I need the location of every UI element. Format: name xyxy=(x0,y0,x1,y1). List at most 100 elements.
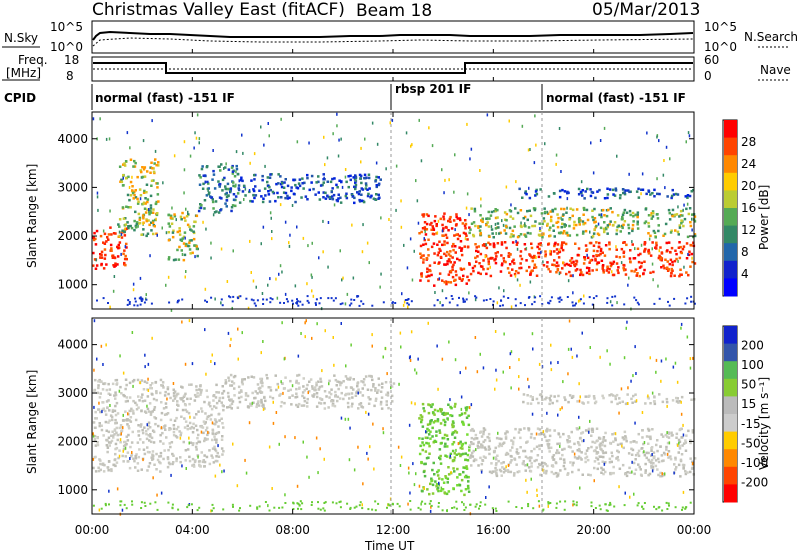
velocity-data-point xyxy=(610,472,613,475)
velocity-ground-point xyxy=(232,505,234,508)
velocity-data-point xyxy=(434,480,437,483)
velocity-noise-point xyxy=(536,494,538,497)
power-data-point xyxy=(663,266,666,270)
power-data-point xyxy=(552,229,555,232)
velocity-noise-point xyxy=(382,427,384,431)
power-ground-point xyxy=(318,302,321,305)
power-data-point xyxy=(322,191,325,194)
velocity-data-point xyxy=(94,470,98,473)
velocity-data-point xyxy=(329,392,333,396)
velocity-ground-point xyxy=(537,500,540,503)
velocity-data-point xyxy=(656,468,659,471)
power-data-point xyxy=(358,198,361,202)
velocity-data-point xyxy=(111,408,115,412)
power-data-point xyxy=(500,254,503,257)
velocity-data-point xyxy=(105,429,108,432)
power-data-point xyxy=(562,241,566,244)
power-data-point xyxy=(354,176,358,180)
velocity-data-point xyxy=(328,379,331,383)
power-data-point xyxy=(129,206,132,209)
velocity-data-point xyxy=(361,406,365,409)
velocity-noise-point xyxy=(562,380,564,384)
velocity-noise-point xyxy=(102,363,104,366)
power-data-point xyxy=(617,271,620,275)
power-data-point xyxy=(174,258,177,261)
power-data-point xyxy=(217,180,220,183)
velocity-noise-point xyxy=(362,482,364,486)
velocity-data-point xyxy=(424,462,427,466)
velocity-noise-point xyxy=(236,484,239,488)
power-data-point xyxy=(590,258,594,262)
velocity-data-point xyxy=(428,433,431,436)
power-noise-point xyxy=(438,277,441,281)
velocity-data-point xyxy=(428,403,432,407)
power-data-point xyxy=(669,258,673,262)
power-ground-point xyxy=(611,295,614,298)
velocity-data-point xyxy=(199,464,202,468)
power-noise-point xyxy=(395,208,397,212)
velocity-data-point xyxy=(516,470,519,474)
power-noise-point xyxy=(142,139,145,143)
power-noise-point xyxy=(96,191,99,195)
velocity-data-point xyxy=(184,449,188,452)
power-noise-point xyxy=(586,253,588,257)
power-data-point xyxy=(201,165,204,168)
velocity-data-point xyxy=(666,441,670,445)
velocity-ground-point xyxy=(310,504,313,506)
power-noise-point xyxy=(628,276,630,280)
power-data-point xyxy=(157,200,160,203)
velocity-data-point xyxy=(260,377,264,381)
velocity-data-point xyxy=(453,456,457,459)
power-data-point xyxy=(469,228,472,231)
velocity-data-point xyxy=(673,463,676,466)
power-data-point xyxy=(577,187,581,191)
power-data-point xyxy=(487,225,491,228)
velocity-colorbar-label: Velocity [m s⁻¹] xyxy=(757,377,771,470)
velocity-data-point xyxy=(584,452,587,455)
power-colorbar-segment xyxy=(724,155,737,174)
velocity-data-point xyxy=(240,395,243,399)
velocity-data-point xyxy=(130,453,134,457)
velocity-data-point xyxy=(610,451,613,454)
power-noise-point xyxy=(235,170,237,174)
velocity-colorbar-segment xyxy=(724,449,737,468)
power-data-point xyxy=(269,188,272,192)
power-data-point xyxy=(689,265,692,268)
power-data-point xyxy=(449,215,452,219)
velocity-data-point xyxy=(96,391,100,395)
velocity-data-point xyxy=(446,481,449,484)
velocity-data-point xyxy=(504,437,508,440)
velocity-data-point xyxy=(451,420,455,423)
velocity-data-point xyxy=(301,394,304,398)
velocity-data-point xyxy=(536,466,540,469)
power-data-point xyxy=(673,274,676,277)
power-ground-point xyxy=(636,301,639,304)
velocity-data-point xyxy=(362,378,366,381)
velocity-noise-point xyxy=(680,326,682,330)
velocity-data-point xyxy=(435,430,438,433)
velocity-data-point xyxy=(463,466,467,470)
velocity-noise-point xyxy=(559,407,561,411)
velocity-data-point xyxy=(420,489,424,493)
power-data-point xyxy=(212,173,216,176)
velocity-data-point xyxy=(450,414,454,418)
power-data-point xyxy=(448,217,452,221)
velocity-noise-point xyxy=(588,430,590,434)
power-data-point xyxy=(477,271,480,275)
velocity-ground-point xyxy=(605,509,608,512)
velocity-data-point xyxy=(682,463,686,467)
power-data-point xyxy=(655,244,658,247)
power-data-point xyxy=(598,241,601,245)
power-data-point xyxy=(472,269,475,273)
power-data-point xyxy=(666,249,669,252)
power-data-point xyxy=(184,244,188,248)
velocity-data-point xyxy=(580,451,583,454)
velocity-data-point xyxy=(263,407,266,410)
power-data-point xyxy=(366,188,369,191)
velocity-ground-point xyxy=(301,502,304,505)
velocity-data-point xyxy=(141,428,144,432)
velocity-data-point xyxy=(509,449,512,452)
power-data-point xyxy=(665,241,668,245)
power-data-point xyxy=(286,194,289,198)
velocity-data-point xyxy=(519,446,522,449)
